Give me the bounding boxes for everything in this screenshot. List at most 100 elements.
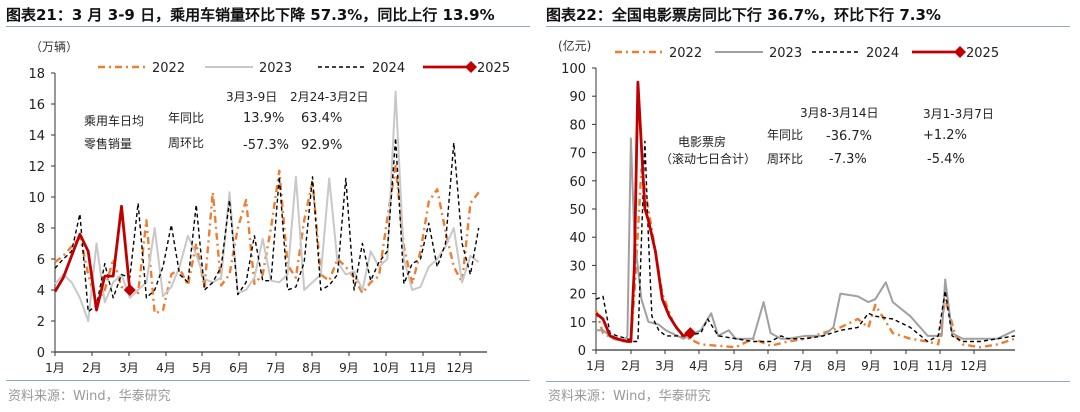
x-tick-label: 12月	[446, 361, 473, 375]
legend-label-2024: 2024	[372, 61, 405, 76]
wow-value-2: 92.9%	[301, 138, 342, 153]
series-line-2025	[595, 80, 691, 343]
series-line-2024	[595, 140, 1016, 343]
y-tick-label: 6	[37, 253, 45, 268]
y-axis-unit: (亿元)	[558, 38, 591, 53]
y-tick-label: 50	[569, 203, 586, 218]
legend-label-2023: 2023	[769, 46, 802, 61]
col-header-1: 3月8-3月14日	[800, 106, 879, 120]
x-tick-label: 1月	[45, 361, 65, 375]
series-line-2022	[594, 168, 1016, 349]
series-lines	[53, 90, 480, 322]
series-line-2022	[54, 164, 480, 315]
yoy-label: 年同比	[767, 128, 803, 142]
annotation-table: 3月8-3月14日 3月1-3月7日 电影票房 （滚动七日合计） 年同比 周环比…	[660, 106, 994, 167]
source-note: 资料来源：Wind，华泰研究	[548, 389, 711, 404]
yoy-value-2: 63.4%	[301, 111, 342, 126]
legend-label-2022: 2022	[669, 46, 702, 61]
annotation-table: 3月3-9日 2月24-3月2日 乘用车日均 零售销量 年同比 周环比 13.9…	[84, 90, 369, 153]
source-divider	[6, 380, 530, 381]
x-tick-label: 11月	[409, 361, 436, 375]
y-tick-label: 90	[569, 90, 586, 105]
y-tick-label: 18	[28, 67, 45, 82]
x-tick-label: 6月	[758, 359, 778, 373]
y-tick-label: 2	[37, 315, 45, 330]
x-tick-label: 11月	[926, 359, 953, 373]
line-chart-box-office: (亿元) 2022 2023 2024 2025 0 10 20 30 40 50 60 70 80 9…	[558, 38, 1016, 373]
x-tick-label: 1月	[586, 359, 606, 373]
axes: 0 10 20 30 40 50 60 70 80 90 100 1月 2月 3月 4月 5月 6月 7月 8月 9月…	[561, 62, 1015, 373]
legend-label-2025: 2025	[477, 61, 510, 76]
x-tick-label: 5月	[724, 359, 744, 373]
yoy-value-1: -36.7%	[826, 129, 872, 144]
axes: 0 2 4 6 8 10 12 14 16 18 1月 2月 3月 4月 5月 6月 7月 8月 9月 10月 11月 1…	[28, 67, 487, 375]
wow-label: 周环比	[168, 136, 204, 150]
row-label-1: 乘用车日均	[84, 113, 144, 128]
x-tick-label: 12月	[960, 359, 987, 373]
legend: 2022 2023 2024 2025	[615, 46, 999, 61]
chart-title: 图表21：3 月 3-9 日，乘用车销量环比下降 57.3%，同比上行 13.9…	[6, 6, 495, 24]
chart-title: 图表22：全国电影票房同比下行 36.7%，环比下行 7.3%	[546, 6, 941, 24]
chart-panel-box-office: 图表22：全国电影票房同比下行 36.7%，环比下行 7.3% (亿元) 202…	[540, 0, 1080, 412]
source-divider	[546, 381, 1070, 382]
x-tick-label: 4月	[156, 361, 176, 375]
line-chart-car-sales: （万辆） 2022 2023 2024 2025 0 2 4 6 8 10 12 14 16 18 1月 2…	[28, 40, 510, 375]
y-tick-label: 30	[569, 259, 586, 274]
x-tick-label: 10月	[372, 361, 399, 375]
y-tick-label: 70	[569, 147, 586, 162]
latest-point-marker	[684, 327, 697, 340]
series-line-2024	[54, 137, 480, 313]
wow-value-1: -57.3%	[243, 138, 289, 153]
y-tick-label: 14	[28, 129, 45, 144]
y-tick-label: 80	[569, 118, 586, 133]
x-tick-label: 5月	[192, 361, 212, 375]
legend-label-2022: 2022	[152, 61, 185, 76]
x-tick-label: 3月	[655, 359, 675, 373]
col-header-2: 3月1-3月7日	[923, 107, 994, 121]
title-divider	[546, 26, 1070, 27]
x-tick-label: 9月	[861, 359, 881, 373]
y-tick-label: 100	[561, 62, 586, 77]
legend-label-2024: 2024	[866, 46, 899, 61]
y-tick-label: 60	[569, 175, 586, 190]
x-tick-label: 7月	[266, 361, 286, 375]
x-tick-label: 4月	[689, 359, 709, 373]
y-tick-label: 0	[578, 344, 586, 359]
x-tick-label: 9月	[339, 361, 359, 375]
y-tick-label: 16	[28, 98, 45, 113]
y-tick-label: 10	[28, 191, 45, 206]
series-line-2025	[53, 204, 132, 312]
title-divider	[6, 26, 530, 27]
row-label-2: （滚动七日合计）	[660, 151, 756, 166]
yoy-label: 年同比	[168, 111, 204, 125]
x-tick-label: 7月	[793, 359, 813, 373]
legend: 2022 2023 2024 2025	[98, 61, 510, 76]
chart-panel-car-sales: 图表21：3 月 3-9 日，乘用车销量环比下降 57.3%，同比上行 13.9…	[6, 6, 530, 404]
wow-label: 周环比	[767, 152, 803, 166]
latest-point-marker	[123, 284, 136, 296]
y-tick-label: 20	[569, 288, 586, 303]
y-tick-label: 10	[569, 316, 586, 331]
row-label-1: 电影票房	[678, 134, 726, 149]
x-tick-label: 2月	[621, 359, 641, 373]
yoy-value-1: 13.9%	[243, 111, 284, 126]
source-note: 资料来源：Wind，华泰研究	[8, 389, 171, 404]
series-line-2023	[596, 137, 1016, 343]
col-header-1: 3月3-9日	[226, 90, 277, 104]
y-tick-label: 40	[569, 231, 586, 246]
x-tick-label: 2月	[82, 361, 102, 375]
yoy-value-2: +1.2%	[923, 128, 967, 143]
row-label-2: 零售销量	[84, 136, 132, 151]
x-tick-label: 6月	[229, 361, 249, 375]
col-header-2: 2月24-3月2日	[290, 90, 369, 104]
legend-label-2023: 2023	[259, 61, 292, 76]
x-tick-label: 10月	[892, 359, 919, 373]
y-tick-label: 4	[37, 284, 45, 299]
y-tick-label: 0	[37, 346, 45, 361]
wow-value-1: -7.3%	[829, 152, 867, 167]
legend-label-2025: 2025	[966, 46, 999, 61]
y-tick-label: 8	[37, 222, 45, 237]
x-tick-label: 3月	[119, 361, 139, 375]
series-lines	[594, 80, 1016, 349]
y-axis-unit: （万辆）	[30, 40, 78, 54]
